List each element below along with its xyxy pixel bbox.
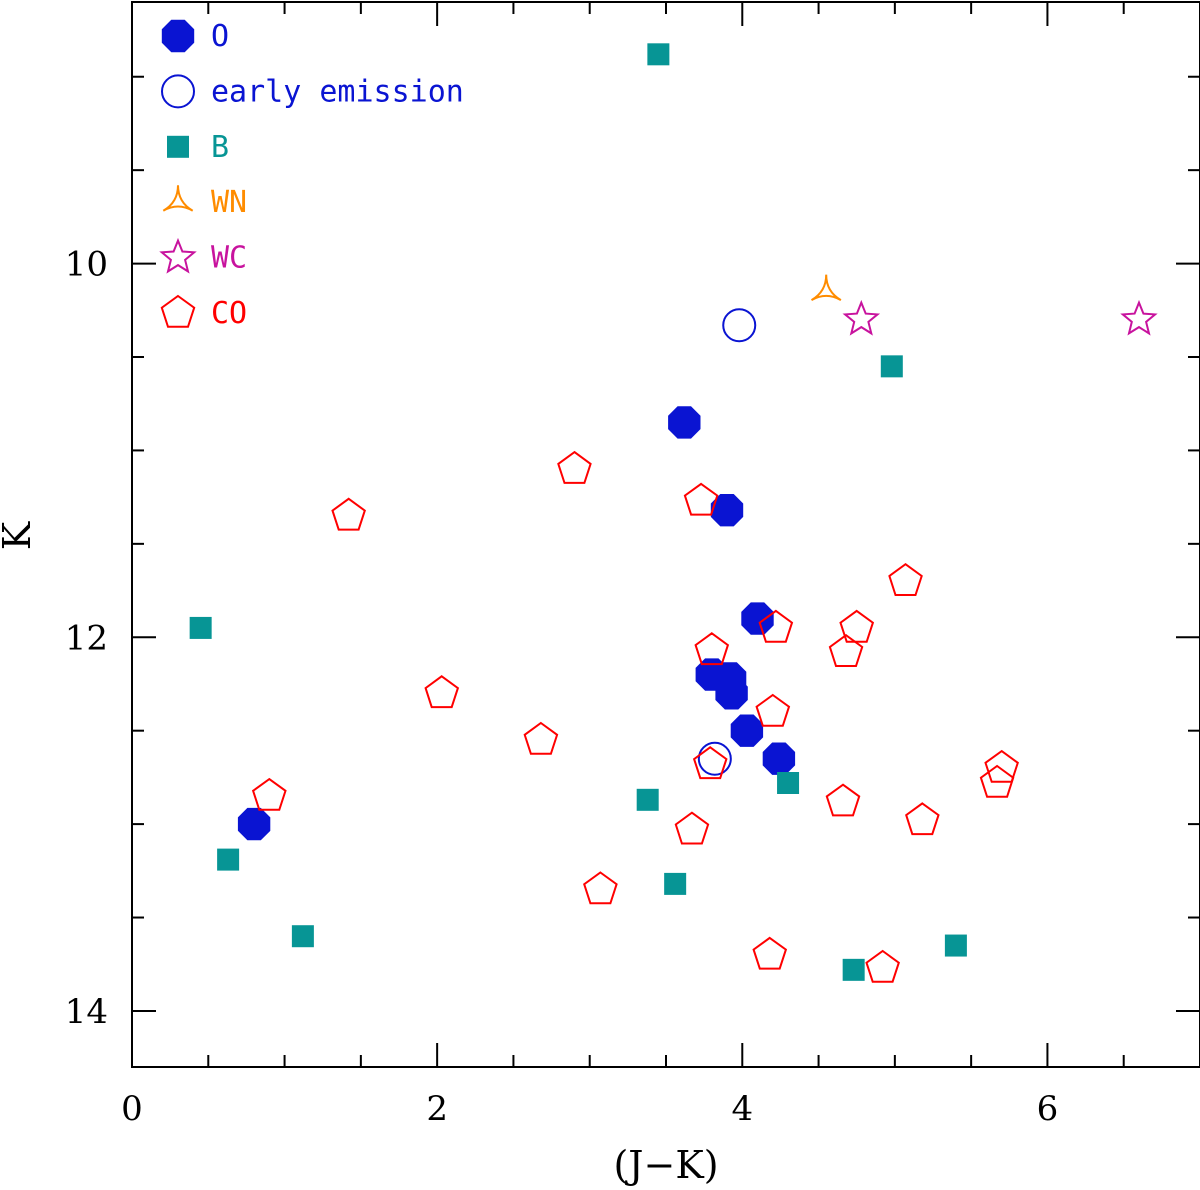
point-o bbox=[762, 742, 796, 775]
legend-label-wn: WN bbox=[211, 185, 247, 220]
point-co bbox=[755, 693, 791, 727]
plot-frame bbox=[131, 1, 1200, 1068]
point-co bbox=[825, 783, 861, 817]
point-co bbox=[984, 749, 1019, 783]
point-o bbox=[668, 406, 701, 439]
y-axis-label: K bbox=[0, 521, 39, 550]
data-points bbox=[189, 43, 1158, 983]
point-co bbox=[865, 949, 900, 983]
point-o bbox=[715, 677, 748, 710]
point-o bbox=[741, 602, 774, 635]
point-co bbox=[331, 497, 366, 531]
point-co bbox=[979, 764, 1015, 798]
point-b bbox=[636, 788, 659, 811]
legend-label-co: CO bbox=[211, 296, 247, 331]
point-b bbox=[664, 872, 687, 895]
legend-marker-wn bbox=[162, 185, 194, 212]
point-b bbox=[189, 616, 212, 639]
legend-label-wc: WC bbox=[211, 241, 247, 276]
legend-label-early-emission: early emission bbox=[211, 74, 464, 109]
point-early-emission bbox=[722, 308, 757, 343]
tick-labels: 0 2 4 6 10 12 14 bbox=[65, 245, 1059, 1129]
point-b bbox=[217, 848, 240, 871]
legend-marker-wc bbox=[159, 237, 197, 274]
x-tick-label: 2 bbox=[426, 1089, 448, 1129]
point-wn bbox=[810, 274, 842, 301]
point-co bbox=[888, 562, 923, 596]
x-tick-label: 4 bbox=[731, 1089, 753, 1129]
legend-marker-o bbox=[161, 19, 195, 53]
point-o bbox=[730, 714, 764, 747]
point-early-emission bbox=[697, 741, 732, 776]
point-co bbox=[828, 633, 864, 667]
x-axis-label: (J−K) bbox=[613, 1143, 718, 1187]
y-tick-label: 10 bbox=[65, 245, 108, 285]
point-b bbox=[944, 934, 967, 957]
point-o bbox=[710, 494, 744, 527]
x-tick-label: 0 bbox=[121, 1089, 143, 1129]
legend-marker-co bbox=[160, 294, 196, 328]
point-b bbox=[291, 925, 314, 948]
point-b bbox=[842, 958, 865, 981]
point-co bbox=[557, 450, 592, 484]
point-o bbox=[237, 807, 271, 841]
point-co bbox=[683, 482, 719, 516]
point-co bbox=[251, 777, 287, 811]
point-co bbox=[583, 871, 618, 905]
legend-marker-b bbox=[167, 135, 189, 158]
point-co bbox=[694, 632, 730, 666]
legend-label-b: B bbox=[211, 130, 229, 165]
point-b bbox=[777, 772, 800, 794]
legend-marker-early-emission bbox=[161, 74, 195, 109]
axis-ticks bbox=[131, 2, 1200, 1067]
legend-label-o: O bbox=[211, 19, 229, 54]
point-co bbox=[752, 936, 788, 970]
point-co bbox=[674, 811, 710, 845]
point-co bbox=[692, 746, 728, 780]
x-tick-label: 6 bbox=[1037, 1089, 1059, 1129]
point-wc bbox=[1120, 299, 1158, 336]
y-tick-label: 12 bbox=[65, 618, 108, 658]
point-co bbox=[839, 609, 875, 643]
point-co bbox=[905, 802, 940, 836]
point-co bbox=[523, 721, 559, 755]
point-co bbox=[424, 675, 460, 709]
point-wc bbox=[842, 299, 881, 336]
y-tick-label: 14 bbox=[65, 992, 108, 1032]
point-b bbox=[880, 355, 903, 378]
point-b bbox=[647, 43, 670, 66]
point-co bbox=[758, 609, 794, 643]
